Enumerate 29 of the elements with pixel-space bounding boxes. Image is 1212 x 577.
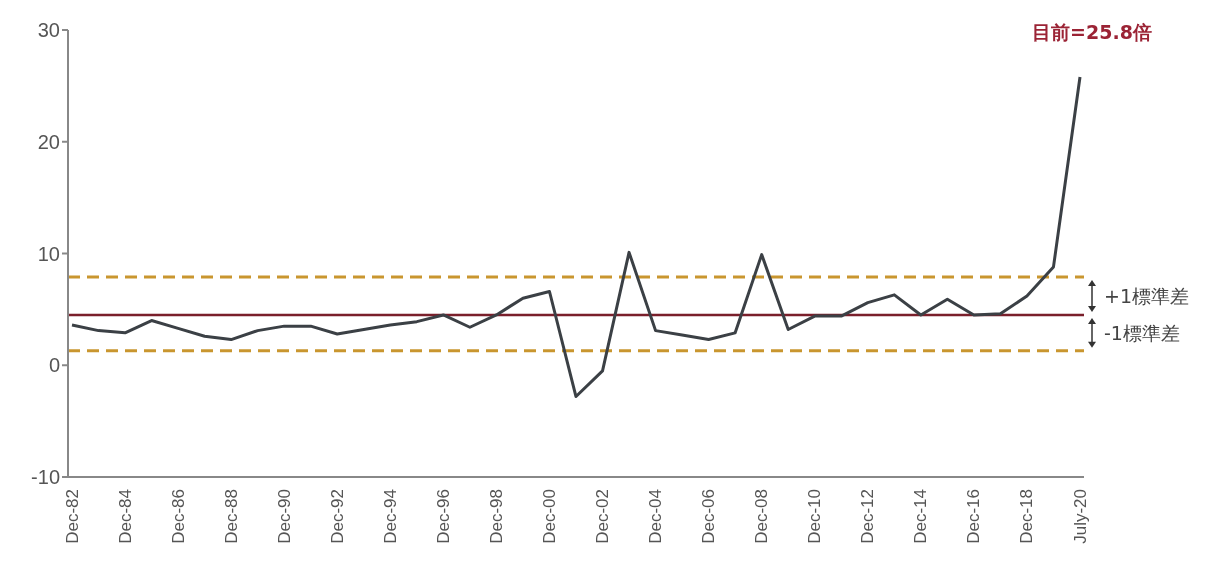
x-tick-label: Dec-08 [752, 489, 772, 544]
x-tick-label: Dec-88 [221, 489, 241, 544]
x-tick-label: Dec-92 [327, 489, 347, 544]
x-tick-label: Dec-18 [1017, 489, 1037, 544]
x-tick-label: Dec-04 [646, 489, 666, 544]
x-tick-label: Dec-98 [486, 489, 506, 544]
x-tick-label: Dec-90 [274, 489, 294, 544]
x-tick-label: Dec-00 [539, 489, 559, 544]
x-tick-label: Dec-94 [380, 489, 400, 544]
x-tick-label: Dec-10 [805, 489, 825, 544]
x-tick-label: Dec-06 [699, 489, 719, 544]
x-tick-label: Dec-82 [62, 489, 82, 544]
x-tick-label: Dec-02 [593, 489, 613, 544]
ref-line-label: -1標準差 [1104, 321, 1180, 344]
y-tick-label: 30 [37, 19, 60, 42]
ref-line-label: +1標準差 [1104, 284, 1190, 307]
x-tick-label: Dec-16 [964, 489, 984, 544]
x-tick-label: Dec-84 [115, 489, 135, 544]
x-tick-label: Dec-14 [911, 489, 931, 544]
annotation: 目前=25.8倍 [1032, 20, 1152, 43]
x-tick-label: July-20 [1070, 489, 1090, 544]
x-tick-label: Dec-96 [433, 489, 453, 544]
y-tick-label: 10 [37, 242, 60, 265]
x-tick-label: Dec-86 [168, 489, 188, 544]
y-tick-label: 0 [48, 354, 60, 377]
line-series [70, 75, 1082, 399]
y-tick-label: -10 [31, 466, 60, 489]
y-tick-label: 20 [37, 130, 60, 153]
x-tick-label: Dec-12 [858, 489, 878, 544]
